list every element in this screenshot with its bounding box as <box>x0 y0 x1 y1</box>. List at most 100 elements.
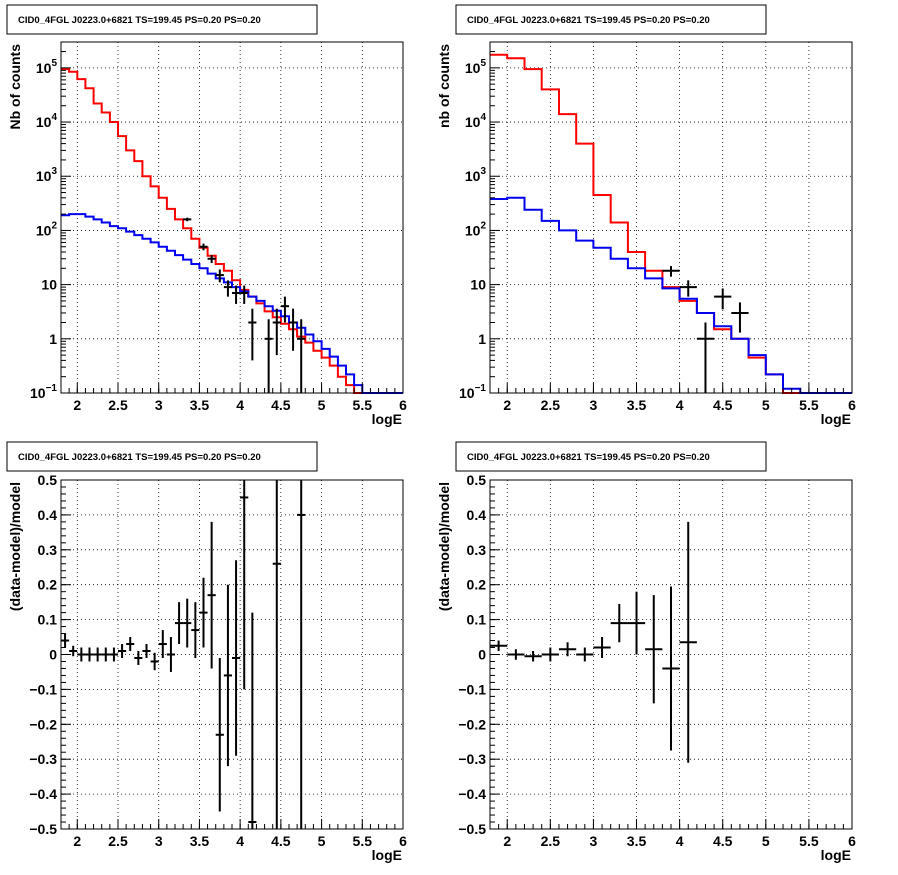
x-tick-label: 4 <box>236 397 244 413</box>
x-tick-label: 5.5 <box>799 833 819 849</box>
y-tick-label: 0.4 <box>38 507 58 523</box>
data-point <box>272 480 281 829</box>
data-point <box>223 280 232 297</box>
data-point <box>207 521 216 669</box>
y-tick-label: −0.2 <box>458 716 486 732</box>
x-tick-label: 4.5 <box>271 397 291 413</box>
panel-residuals-left: CID0_4FGL J0223.0+6821 TS=199.45 PS=0.20… <box>6 441 407 863</box>
data-point <box>524 651 542 662</box>
data-point <box>297 319 306 393</box>
chart-title: CID0_4FGL J0223.0+6821 TS=199.45 PS=0.20… <box>467 15 710 26</box>
y-tick-label: 10 <box>41 277 57 293</box>
y-tick-label: 0 <box>478 647 486 663</box>
data-point <box>507 649 525 660</box>
y-tick-label: 103 <box>465 166 487 184</box>
x-tick-label: 4 <box>676 833 684 849</box>
data-point <box>199 577 208 648</box>
y-tick-label: 105 <box>465 58 487 76</box>
x-tick-label: 5.5 <box>353 833 373 849</box>
x-tick-label: 6 <box>399 833 407 849</box>
data-point <box>183 217 192 222</box>
data-point <box>289 308 298 351</box>
y-tick-label: 0.3 <box>38 542 58 558</box>
data-point <box>248 612 257 829</box>
x-tick-label: 6 <box>399 397 407 413</box>
model-source-series <box>61 213 403 394</box>
x-tick-label: 5 <box>318 397 326 413</box>
y-tick-label: 0.5 <box>38 472 58 488</box>
panel-counts-left: CID0_4FGL J0223.0+6821 TS=199.45 PS=0.20… <box>6 4 407 427</box>
data-point <box>280 296 289 323</box>
y-tick-label: 0.2 <box>38 577 58 593</box>
title-box <box>455 441 767 472</box>
data-point <box>696 322 715 393</box>
x-tick-label: 5 <box>762 833 770 849</box>
x-tick-label: 3.5 <box>190 833 210 849</box>
x-tick-label: 4.5 <box>713 397 733 413</box>
model-source-series <box>490 196 852 394</box>
chart-title: CID0_4FGL J0223.0+6821 TS=199.45 PS=0.20… <box>18 15 261 26</box>
x-tick-label: 3.5 <box>190 397 210 413</box>
x-tick-label: 2.5 <box>541 397 561 413</box>
y-tick-label: −0.5 <box>29 821 57 837</box>
y-tick-label: 1 <box>49 331 57 347</box>
x-tick-label: 2 <box>73 833 81 849</box>
y-tick-label: −0.1 <box>29 681 57 697</box>
x-tick-label: 4.5 <box>271 833 291 849</box>
x-tick-label: 4.5 <box>713 833 733 849</box>
data-point <box>232 285 241 304</box>
data-point <box>118 644 127 658</box>
x-tick-label: 3.5 <box>627 397 647 413</box>
y-axis-label: nb of counts <box>436 44 452 128</box>
x-tick-label: 2 <box>73 397 81 413</box>
x-tick-label: 4 <box>236 833 244 849</box>
y-tick-label: −0.4 <box>458 786 486 802</box>
data-point <box>69 645 78 657</box>
data-point <box>645 595 663 704</box>
data-point <box>191 602 200 658</box>
x-tick-label: 2 <box>503 833 511 849</box>
data-point <box>593 637 611 658</box>
y-tick-label: −0.5 <box>458 821 486 837</box>
x-tick-label: 5.5 <box>353 397 373 413</box>
y-tick-label: 0.1 <box>38 612 58 628</box>
y-tick-label: 10 <box>470 277 486 293</box>
data-point <box>175 602 184 645</box>
y-tick-label: 0 <box>49 647 57 663</box>
data-point <box>610 603 628 643</box>
y-axis-label: (data-model)/model <box>7 482 23 611</box>
data-point <box>272 308 281 356</box>
x-axis-label: logE <box>372 847 402 863</box>
x-tick-label: 2.5 <box>108 397 128 413</box>
y-tick-label: 103 <box>36 166 58 184</box>
x-tick-label: 6 <box>848 833 856 849</box>
y-axis-label: Nb of counts <box>7 44 23 130</box>
x-axis-label: logE <box>372 411 402 427</box>
plot-frame <box>60 41 404 394</box>
x-tick-label: 3 <box>590 397 598 413</box>
data-point <box>215 657 224 812</box>
data-point <box>558 642 577 657</box>
data-point <box>126 637 135 652</box>
y-tick-label: −0.1 <box>458 681 486 697</box>
data-point <box>215 269 224 283</box>
chart-title: CID0_4FGL J0223.0+6821 TS=199.45 PS=0.20… <box>467 452 710 463</box>
data-point <box>166 637 175 672</box>
x-axis-label: logE <box>821 411 851 427</box>
data-point <box>264 319 273 393</box>
chart-title: CID0_4FGL J0223.0+6821 TS=199.45 PS=0.20… <box>18 452 261 463</box>
y-tick-label: 1 <box>478 331 486 347</box>
x-tick-label: 3 <box>590 833 598 849</box>
y-tick-label: 0.5 <box>467 472 487 488</box>
data-point <box>541 647 559 662</box>
data-point <box>248 308 257 361</box>
model-total-series <box>61 68 403 394</box>
x-tick-label: 3.5 <box>627 833 647 849</box>
data-point <box>158 630 167 658</box>
data-point <box>232 560 241 756</box>
data-point <box>662 586 680 751</box>
data-point <box>627 591 646 655</box>
data-point <box>576 647 594 662</box>
x-tick-label: 4 <box>676 397 684 413</box>
model-total-series <box>490 53 852 394</box>
